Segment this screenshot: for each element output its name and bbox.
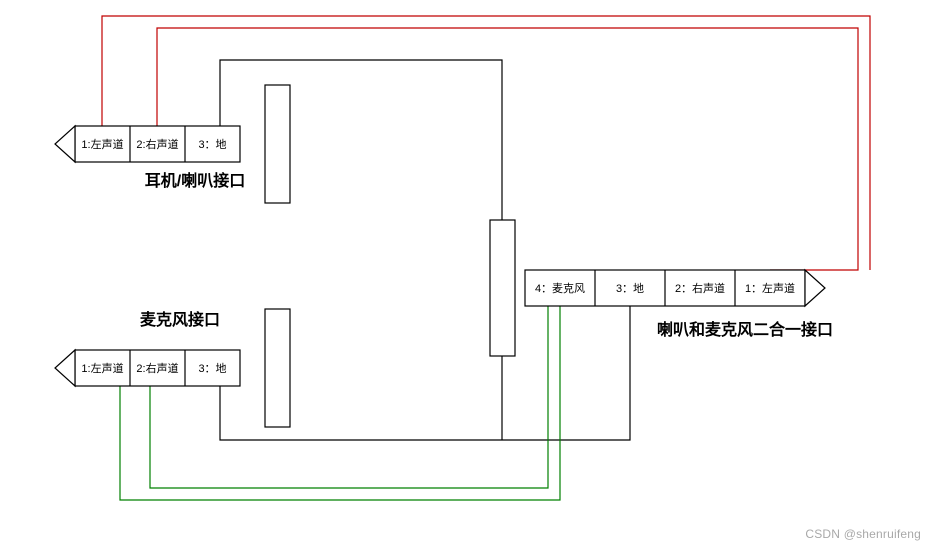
jack-seg-label: 2：右声道	[675, 281, 725, 295]
jack-seg-label: 4：麦克风	[535, 282, 585, 295]
jack-title: 麦克风接口	[140, 310, 220, 329]
jack-group: 1:左声道 2:右声道 3：地 麦克风接口	[55, 309, 290, 427]
jack-group: 1:左声道 2:右声道 3：地耳机/喇叭接口	[55, 85, 290, 203]
jack-seg-label: 1：左声道	[745, 281, 795, 295]
jack-seg-label: 3：地	[198, 362, 226, 375]
jack-sleeve	[265, 85, 290, 203]
jack-title: 喇叭和麦克风二合一接口	[657, 320, 833, 339]
wire-hp-gnd-top-to-combo-sleeve	[220, 60, 502, 220]
jack-seg-label: 2:右声道	[136, 137, 178, 151]
jack-sleeve	[490, 220, 515, 356]
watermark-text: CSDN @shenruifeng	[805, 527, 921, 541]
jack-seg-label: 3：地	[198, 138, 226, 151]
jack-seg-label: 3：地	[616, 282, 644, 295]
jack-seg-label: 1:左声道	[81, 137, 123, 151]
jack-tip	[55, 350, 75, 386]
jack-title: 耳机/喇叭接口	[145, 171, 245, 190]
wire-mic-right-to-combo-mic-b	[150, 306, 548, 488]
jack-tip	[805, 270, 825, 306]
jack-sleeve	[265, 309, 290, 427]
jack-seg-label: 2:右声道	[136, 361, 178, 375]
jack-seg-label: 1:左声道	[81, 361, 123, 375]
jack-group: 4：麦克风 3：地 2：右声道 1：左声道喇叭和麦克风二合一接口	[490, 220, 833, 356]
diagram-canvas: 1:左声道2:右声道3：地耳机/喇叭接口1:左声道2:右声道3：地麦克风接口4：…	[0, 0, 931, 547]
jack-tip	[55, 126, 75, 162]
